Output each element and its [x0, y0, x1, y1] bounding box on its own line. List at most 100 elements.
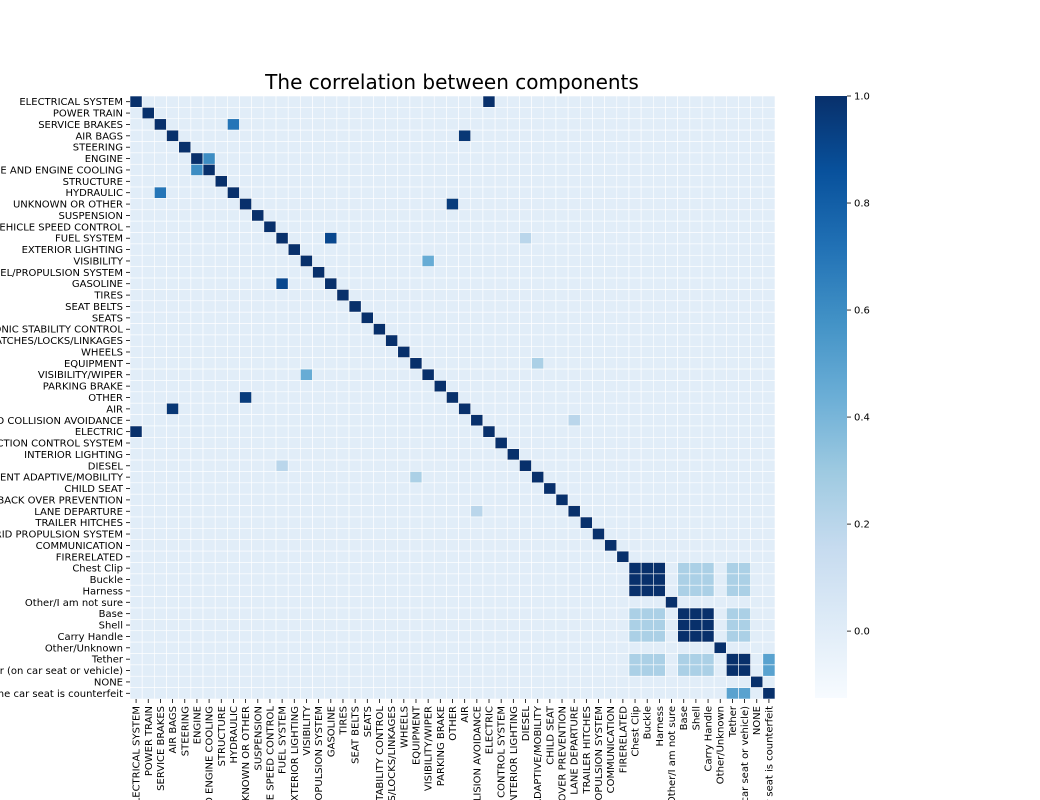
- heatmap-cell: [555, 141, 569, 154]
- heatmap-cell: [458, 220, 472, 233]
- heatmap-cell: [263, 584, 277, 597]
- heatmap-cell: [360, 471, 374, 484]
- heatmap-cell: [433, 118, 447, 131]
- heatmap-cell: [397, 516, 411, 529]
- heatmap-cell: [202, 573, 216, 586]
- heatmap-cell: [750, 141, 764, 154]
- heatmap-cell: [482, 118, 496, 131]
- heatmap-cell: [543, 346, 557, 358]
- heatmap-cell: [287, 186, 301, 199]
- heatmap-cell: [640, 675, 654, 688]
- heatmap-cell: [665, 334, 678, 347]
- heatmap-cell: [446, 95, 459, 108]
- heatmap-cell: [640, 584, 654, 597]
- heatmap-cell: [385, 198, 399, 211]
- heatmap-cell: [555, 254, 569, 267]
- heatmap-cell: [713, 471, 727, 484]
- heatmap-cell: [421, 675, 435, 688]
- heatmap-cell: [519, 630, 532, 643]
- heatmap-cell: [154, 391, 167, 404]
- heatmap-cell: [397, 346, 411, 358]
- heatmap-cell: [665, 243, 678, 256]
- heatmap-cell: [762, 129, 776, 142]
- x-tick-label: Shell: [691, 706, 702, 730]
- heatmap-cell: [616, 277, 630, 290]
- heatmap-cell: [531, 118, 545, 131]
- heatmap-cell: [397, 186, 411, 199]
- heatmap-cell: [348, 459, 362, 472]
- heatmap-cell: [433, 619, 447, 632]
- heatmap-cell: [762, 323, 776, 336]
- heatmap-cell: [275, 562, 289, 575]
- heatmap-cell: [677, 209, 691, 222]
- heatmap-cell: [154, 300, 167, 313]
- heatmap-cell: [567, 550, 581, 563]
- heatmap-cell: [750, 266, 764, 279]
- heatmap-cell: [263, 687, 277, 700]
- heatmap-cell: [640, 186, 654, 199]
- heatmap-cell: [251, 539, 265, 552]
- heatmap-cell: [154, 289, 167, 302]
- heatmap-cell: [409, 448, 423, 461]
- heatmap-cell: [263, 459, 277, 472]
- heatmap-cell: [166, 311, 179, 324]
- heatmap-cell: [762, 596, 776, 609]
- heatmap-cell: [348, 619, 362, 632]
- heatmap-cell: [397, 425, 411, 438]
- heatmap-cell: [689, 300, 703, 313]
- heatmap-cell: [750, 209, 764, 222]
- heatmap-cell: [348, 368, 362, 381]
- heatmap-cell: [592, 95, 605, 108]
- heatmap-cell: [579, 425, 593, 438]
- heatmap-cell: [604, 675, 618, 688]
- heatmap-cell: [336, 186, 350, 199]
- heatmap-cell: [214, 573, 228, 586]
- heatmap-cell: [433, 141, 447, 154]
- heatmap-cell: [166, 619, 179, 632]
- heatmap-cell: [762, 539, 776, 552]
- heatmap-cell: [433, 277, 447, 290]
- heatmap-cell: [360, 493, 374, 506]
- heatmap-cell: [166, 163, 179, 176]
- heatmap-cell: [579, 175, 593, 188]
- heatmap-cell: [129, 459, 143, 472]
- heatmap-cell: [336, 220, 350, 233]
- heatmap-cell: [324, 243, 338, 256]
- heatmap-cell: [555, 300, 569, 313]
- heatmap-cell: [190, 311, 204, 324]
- heatmap-cell: [385, 380, 399, 393]
- heatmap-cell: [713, 414, 727, 427]
- heatmap-cell: [141, 311, 155, 324]
- heatmap-cell: [446, 232, 459, 245]
- heatmap-cell: [482, 414, 496, 427]
- heatmap-cell: [738, 334, 751, 347]
- heatmap-cell: [433, 380, 447, 393]
- heatmap-cell: [312, 368, 326, 381]
- heatmap-cell: [482, 675, 496, 688]
- heatmap-cell: [263, 175, 277, 188]
- heatmap-cell: [178, 675, 192, 688]
- heatmap-cell: [543, 232, 557, 245]
- heatmap-cell: [567, 175, 581, 188]
- heatmap-cell: [129, 539, 143, 552]
- heatmap-cell: [750, 459, 764, 472]
- heatmap-cell: [579, 129, 593, 142]
- heatmap-cell: [239, 562, 252, 575]
- heatmap-cell: [689, 493, 703, 506]
- heatmap-cell: [373, 209, 386, 222]
- heatmap-cell: [677, 630, 691, 643]
- x-tick-label: SEAT BELTS: [351, 706, 362, 764]
- heatmap-cell: [506, 220, 520, 233]
- heatmap-cell: [263, 471, 277, 484]
- heatmap-cell: [470, 539, 484, 552]
- heatmap-cell: [251, 334, 265, 347]
- heatmap-cell: [154, 687, 167, 700]
- heatmap-cell: [519, 664, 532, 677]
- heatmap-cell: [531, 311, 545, 324]
- heatmap-cell: [202, 584, 216, 597]
- heatmap-cell: [506, 630, 520, 643]
- heatmap-cell: [531, 346, 545, 358]
- heatmap-cell: [506, 596, 520, 609]
- heatmap-cell: [312, 266, 326, 279]
- heatmap-cell: [421, 664, 435, 677]
